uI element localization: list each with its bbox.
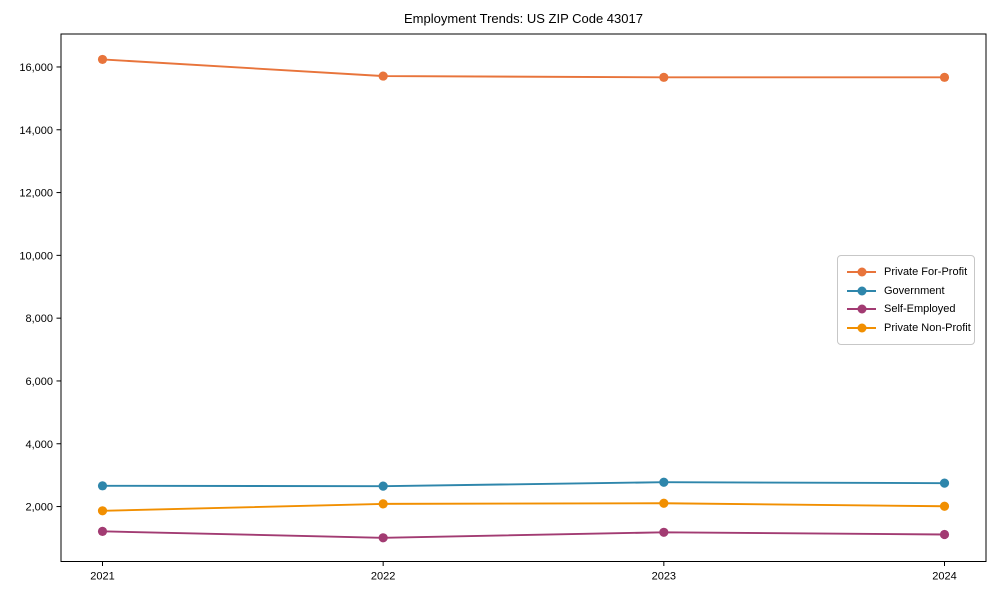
legend-dot-icon: [857, 267, 866, 277]
data-point: [659, 477, 669, 487]
legend-item: Government: [847, 285, 965, 297]
data-point: [939, 478, 950, 488]
data-point: [659, 527, 669, 537]
x-tick-label: 2023: [652, 571, 676, 583]
legend-label: Private Non-Profit: [884, 322, 971, 335]
y-tick-label: 2,000: [25, 502, 53, 514]
data-point: [659, 72, 669, 82]
legend-item: Private Non-Profit: [847, 322, 971, 334]
data-point: [97, 481, 108, 491]
series-line: [102, 502, 945, 512]
x-tick-label: 2021: [90, 571, 114, 583]
data-point: [939, 529, 950, 540]
y-tick-label: 12,000: [19, 188, 53, 200]
legend-line-marker-icon: [847, 286, 876, 296]
y-tick-label: 6,000: [25, 376, 53, 388]
series-line: [102, 58, 945, 79]
legend-line-marker-icon: [847, 267, 876, 277]
y-tick-label: 10,000: [19, 250, 53, 262]
legend-dot-icon: [857, 286, 866, 296]
x-tick-label: 2024: [932, 571, 956, 583]
legend-line-marker-icon: [847, 304, 876, 314]
legend-label: Private For-Profit: [884, 265, 968, 278]
y-tick-label: 16,000: [19, 62, 53, 74]
legend-item: Self-Employed: [847, 303, 965, 315]
data-point: [939, 501, 950, 511]
legend: Private For-Profit Government Self-Employe…: [837, 255, 975, 345]
legend-item: Private For-Profit: [847, 265, 968, 278]
y-tick-label: 8,000: [25, 313, 53, 325]
chart-title: Employment Trends: US ZIP Code 43017: [404, 11, 643, 26]
plot-box: [60, 33, 987, 562]
data-point: [659, 498, 669, 508]
legend-label: Self-Employed: [884, 303, 956, 316]
data-point: [378, 71, 388, 81]
y-tick-label: 14,000: [19, 125, 53, 137]
x-tick-label: 2022: [371, 571, 395, 583]
legend-dot-icon: [857, 323, 866, 333]
legend-line-marker-icon: [847, 323, 876, 333]
data-point: [378, 533, 388, 543]
data-point: [378, 481, 388, 491]
data-point: [378, 499, 388, 509]
series-line: [102, 530, 945, 539]
legend-dot-icon: [857, 304, 866, 314]
legend-label: Government: [884, 284, 945, 297]
data-point: [97, 54, 108, 65]
data-point: [97, 526, 108, 536]
data-point: [939, 72, 950, 82]
y-tick-label: 4,000: [25, 439, 53, 451]
data-point: [97, 506, 108, 516]
series-line: [102, 481, 945, 488]
